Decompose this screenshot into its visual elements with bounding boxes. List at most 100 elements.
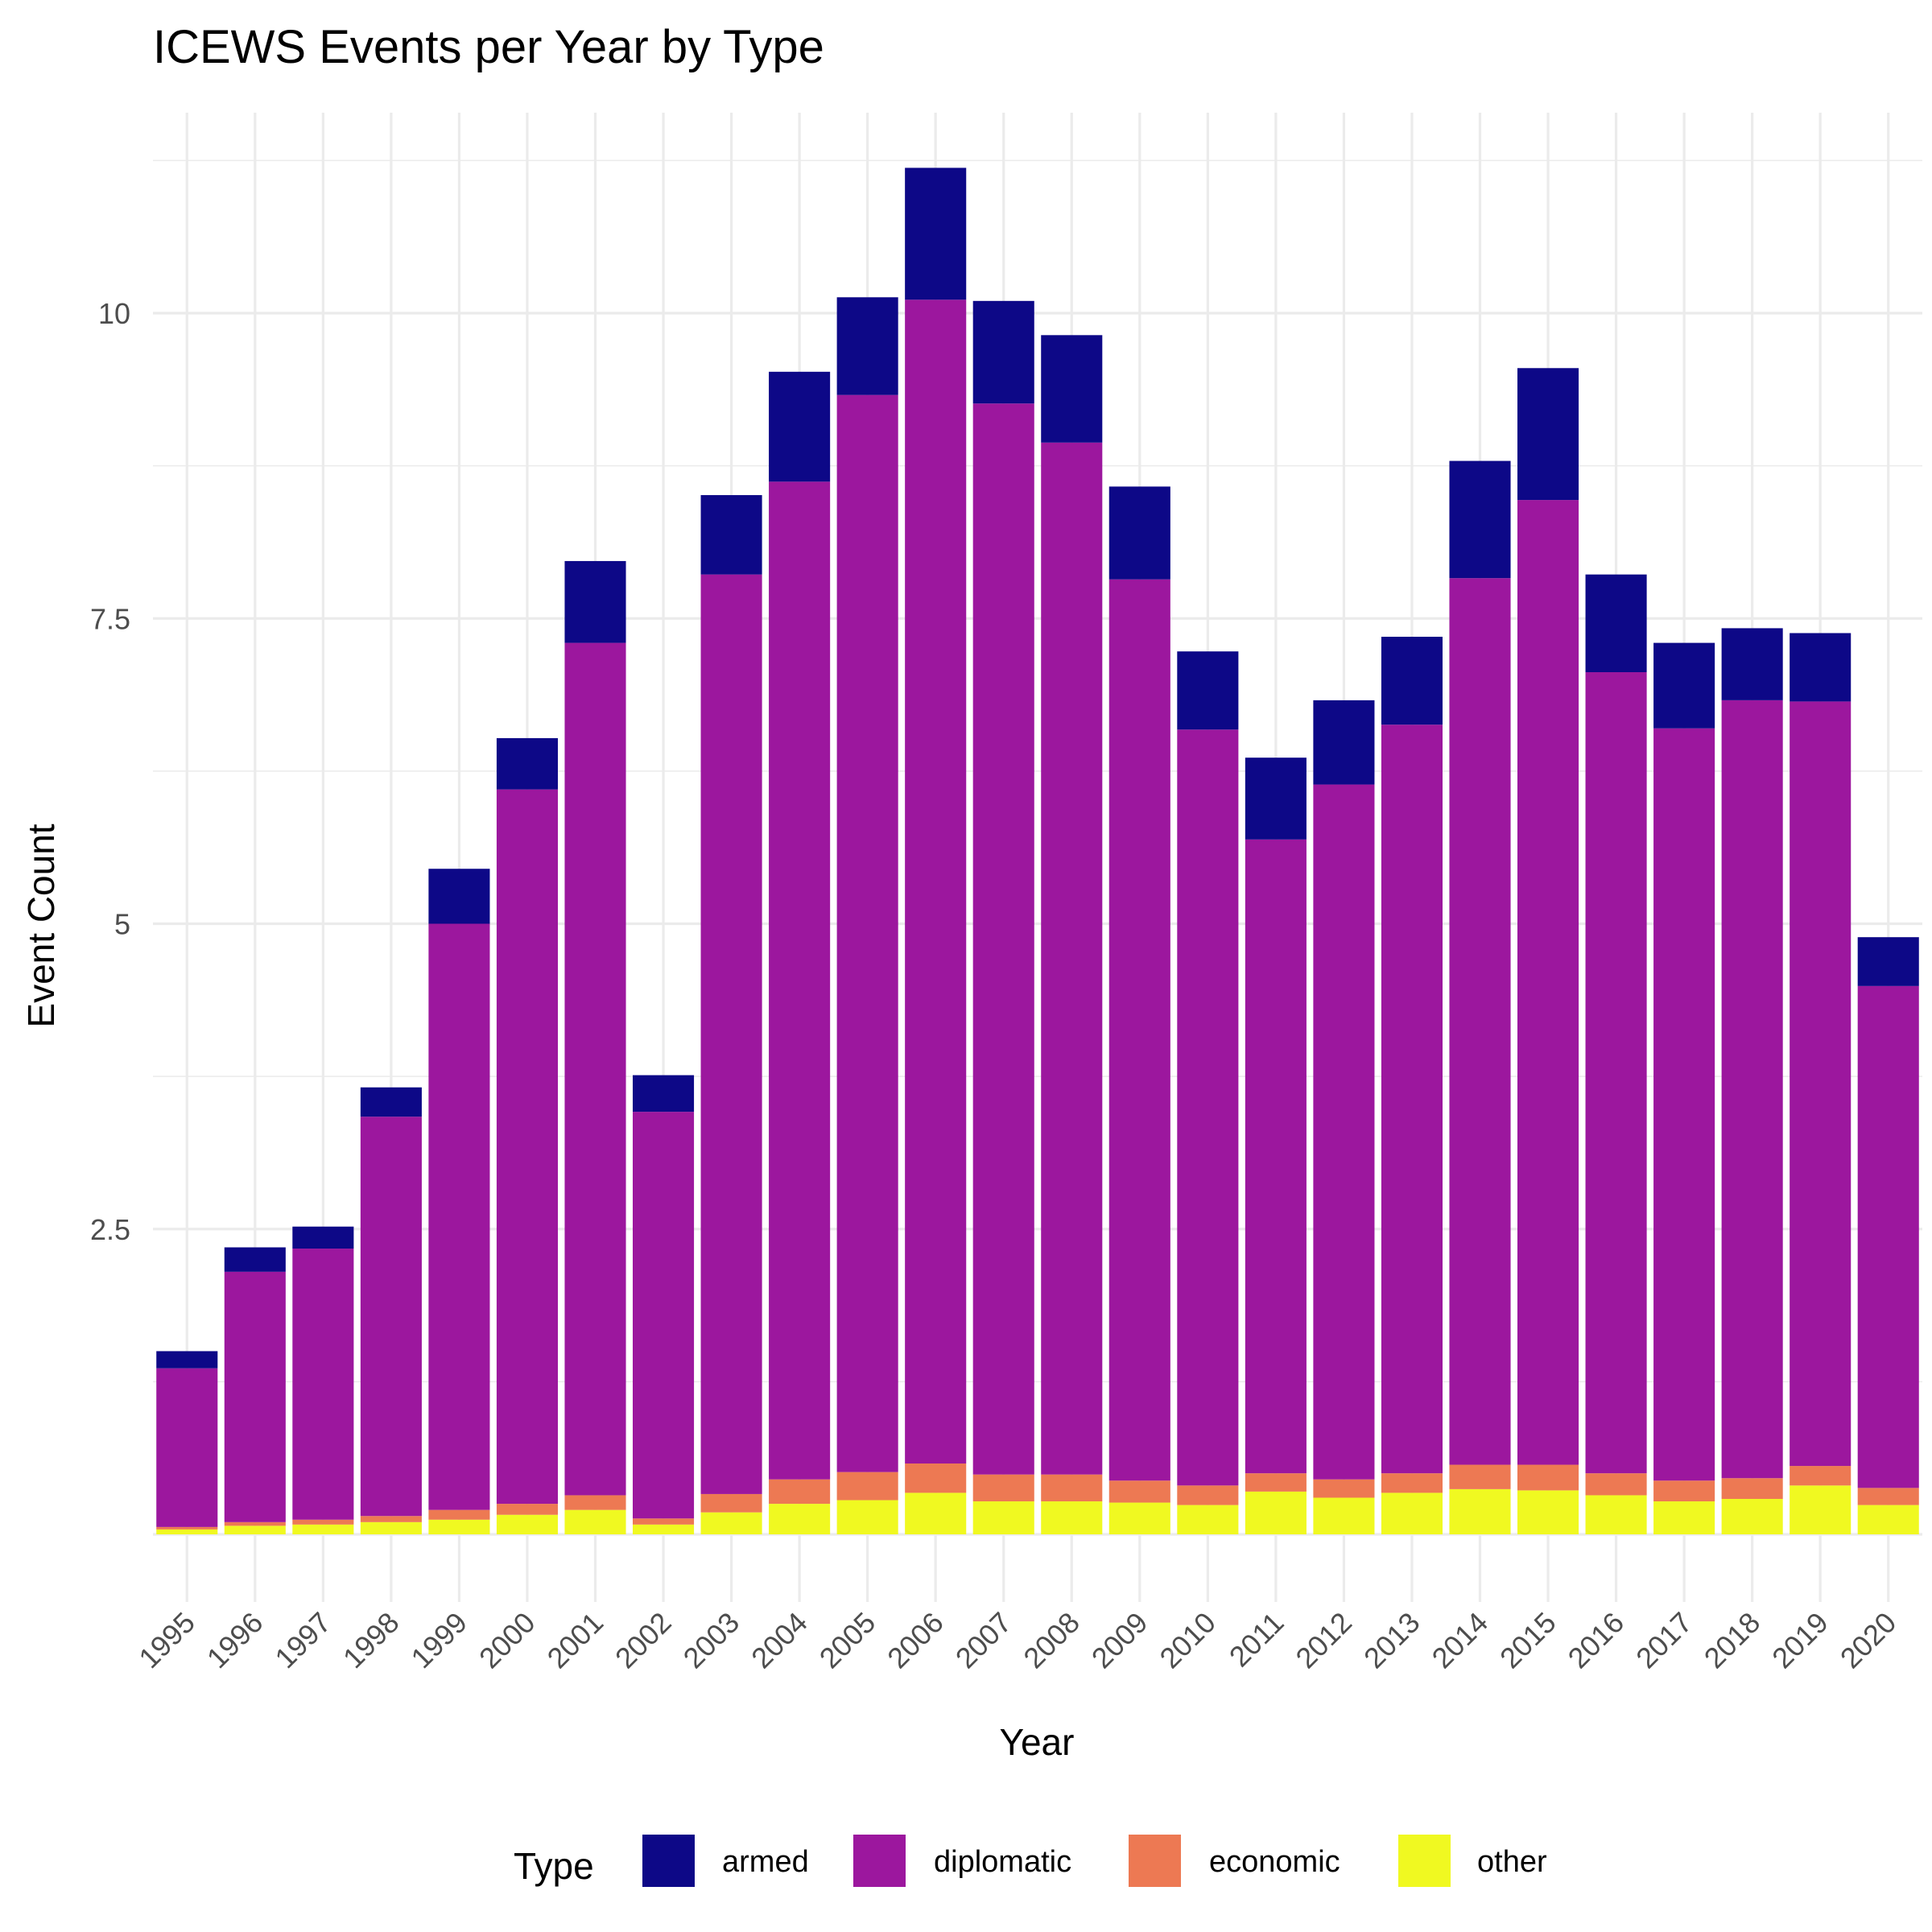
x-tick-label: 2007 — [949, 1606, 1018, 1675]
bar-other-1996 — [224, 1525, 286, 1534]
y-tick-label: 2.5 — [90, 1213, 130, 1246]
bar-armed-1997 — [292, 1226, 354, 1249]
bar-diplomatic-2005 — [836, 394, 898, 1472]
bar-diplomatic-1996 — [224, 1271, 286, 1522]
bar-economic-2013 — [1381, 1473, 1443, 1493]
bar-economic-2000 — [496, 1504, 559, 1515]
bar-diplomatic-2002 — [632, 1112, 695, 1519]
bar-economic-2019 — [1790, 1466, 1852, 1486]
x-tick-label: 2005 — [813, 1606, 882, 1675]
bar-diplomatic-2011 — [1245, 839, 1307, 1474]
bar-economic-2012 — [1313, 1479, 1375, 1498]
bar-diplomatic-1997 — [292, 1249, 354, 1520]
x-tick-label: 2018 — [1698, 1606, 1767, 1675]
x-tick-label: 2014 — [1426, 1606, 1495, 1675]
bar-economic-2010 — [1177, 1485, 1239, 1505]
chart-title: ICEWS Events per Year by Type — [153, 21, 824, 73]
bar-economic-2005 — [836, 1472, 898, 1501]
bar-economic-2018 — [1721, 1478, 1783, 1500]
bar-other-2011 — [1245, 1491, 1307, 1534]
x-tick-label: 2013 — [1357, 1606, 1426, 1675]
x-tick-label: 2011 — [1223, 1606, 1290, 1674]
bar-armed-2006 — [905, 167, 967, 300]
bar-economic-2008 — [1041, 1474, 1103, 1502]
x-tick-label: 2008 — [1017, 1606, 1086, 1675]
bar-other-2013 — [1381, 1492, 1443, 1534]
x-tick-label: 1998 — [336, 1606, 406, 1675]
bar-other-2000 — [496, 1514, 559, 1534]
bar-diplomatic-1995 — [156, 1368, 218, 1527]
bar-other-2018 — [1721, 1499, 1783, 1534]
bar-other-2005 — [836, 1500, 898, 1534]
legend: Type armed diplomatic economic other — [514, 1835, 1547, 1887]
bar-diplomatic-2018 — [1721, 700, 1783, 1479]
bar-armed-2016 — [1585, 574, 1647, 672]
bar-diplomatic-1998 — [360, 1117, 422, 1517]
bar-economic-1995 — [156, 1526, 218, 1530]
bar-armed-2008 — [1041, 335, 1103, 443]
bar-diplomatic-2015 — [1517, 500, 1579, 1465]
x-tick-label: 2002 — [609, 1606, 678, 1675]
bar-diplomatic-2014 — [1449, 578, 1511, 1465]
legend-key-other — [1398, 1835, 1451, 1887]
bar-diplomatic-2016 — [1585, 671, 1647, 1474]
x-tick-label: 2016 — [1562, 1606, 1631, 1675]
bar-other-2009 — [1108, 1502, 1170, 1534]
x-tick-label: 2019 — [1765, 1606, 1835, 1675]
bar-armed-1998 — [360, 1087, 422, 1117]
bar-economic-1999 — [428, 1509, 490, 1520]
x-tick-label: 1999 — [404, 1606, 473, 1675]
x-tick-label: 2017 — [1629, 1606, 1699, 1675]
bar-armed-2000 — [496, 737, 559, 790]
bar-diplomatic-2020 — [1857, 985, 1919, 1488]
legend-title: Type — [514, 1845, 594, 1887]
legend-key-armed — [642, 1835, 695, 1887]
bars — [156, 167, 1919, 1534]
bar-diplomatic-2007 — [972, 403, 1034, 1475]
bar-diplomatic-2017 — [1653, 728, 1715, 1481]
legend-label-diplomatic: diplomatic — [934, 1845, 1071, 1879]
bar-armed-2007 — [972, 300, 1034, 404]
x-tick-label: 2001 — [541, 1606, 610, 1675]
bar-armed-2009 — [1108, 486, 1170, 580]
bar-other-2016 — [1585, 1495, 1647, 1534]
legend-key-economic — [1129, 1835, 1181, 1887]
y-tick-label: 10 — [98, 297, 130, 330]
bar-economic-2017 — [1653, 1480, 1715, 1502]
bar-other-2012 — [1313, 1497, 1375, 1534]
bar-armed-2002 — [632, 1075, 695, 1113]
x-tick-label: 2012 — [1289, 1606, 1358, 1675]
bar-armed-2013 — [1381, 637, 1443, 725]
bar-armed-2004 — [769, 371, 831, 482]
bar-economic-2011 — [1245, 1473, 1307, 1492]
bar-economic-2009 — [1108, 1480, 1170, 1503]
bar-armed-2017 — [1653, 642, 1715, 729]
bar-economic-2015 — [1517, 1464, 1579, 1491]
y-tick-label: 5 — [114, 908, 130, 941]
bar-economic-2006 — [905, 1463, 967, 1493]
bar-other-1995 — [156, 1529, 218, 1534]
bar-economic-2016 — [1585, 1473, 1647, 1496]
x-tick-label: 2020 — [1834, 1606, 1903, 1675]
bar-other-2017 — [1653, 1501, 1715, 1534]
bar-armed-2012 — [1313, 700, 1375, 785]
x-tick-label: 1997 — [268, 1606, 337, 1675]
bar-other-2014 — [1449, 1488, 1511, 1534]
bar-diplomatic-2003 — [700, 574, 762, 1494]
x-tick-label: 1996 — [200, 1606, 270, 1675]
bar-armed-2010 — [1177, 651, 1239, 730]
bar-diplomatic-2009 — [1108, 579, 1170, 1481]
x-tick-label: 2003 — [677, 1606, 746, 1675]
bar-other-2004 — [769, 1504, 831, 1534]
bar-economic-2002 — [632, 1518, 695, 1525]
bar-other-2001 — [564, 1509, 626, 1534]
bar-economic-2001 — [564, 1495, 626, 1510]
bar-economic-1998 — [360, 1516, 422, 1522]
bar-diplomatic-2010 — [1177, 729, 1239, 1486]
x-tick-label: 2010 — [1153, 1606, 1222, 1675]
bar-diplomatic-2006 — [905, 299, 967, 1464]
bar-armed-2005 — [836, 297, 898, 395]
bar-armed-2020 — [1857, 937, 1919, 986]
bar-economic-2004 — [769, 1479, 831, 1505]
bar-other-2019 — [1790, 1485, 1852, 1534]
